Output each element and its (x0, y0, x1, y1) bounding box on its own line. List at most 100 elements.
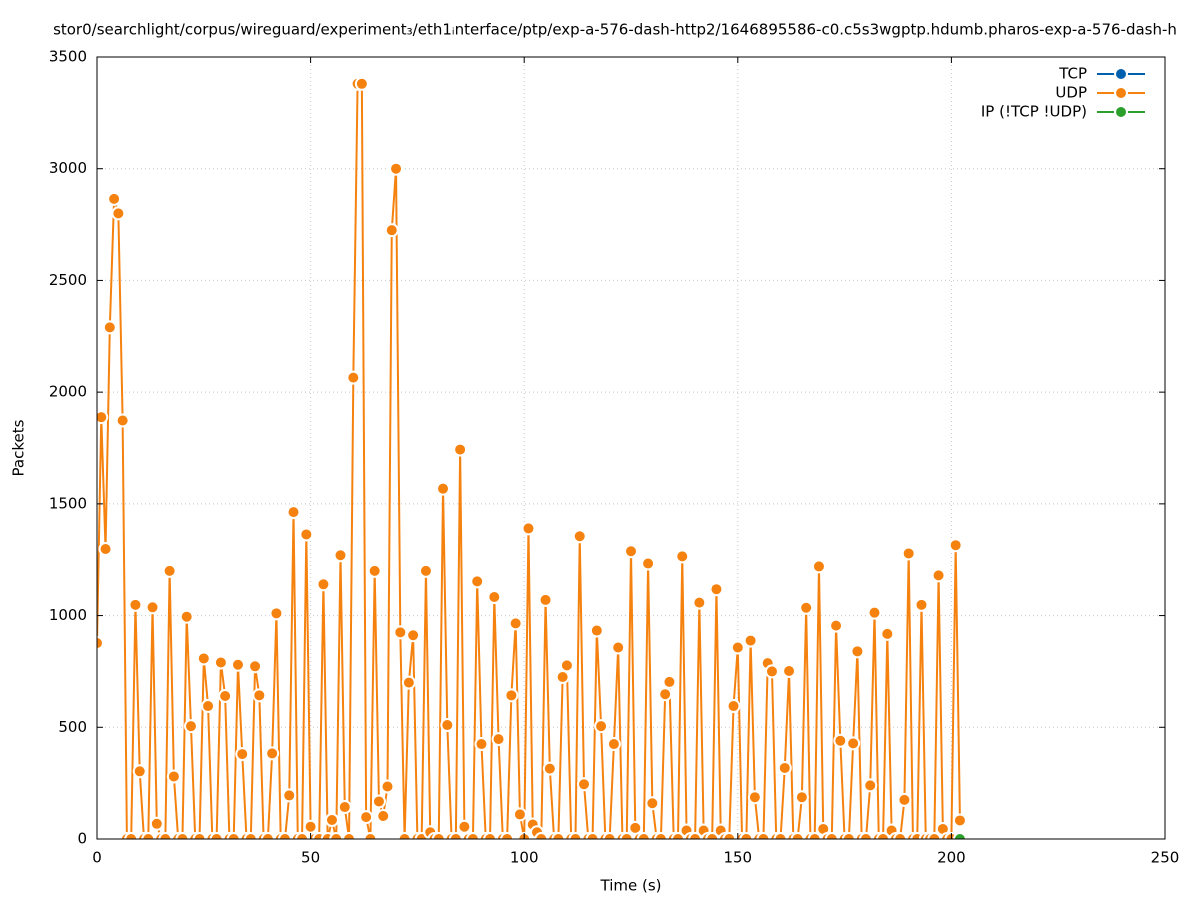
data-point (867, 605, 882, 620)
data-point (829, 618, 844, 633)
data-point (465, 832, 480, 839)
data-point (149, 816, 164, 831)
data-point (333, 548, 348, 563)
data-point (542, 761, 557, 776)
data-point (841, 832, 856, 839)
data-point (183, 719, 198, 734)
x-tick-label: 100 (510, 849, 539, 867)
legend-label: UDP (1055, 84, 1087, 102)
data-point (209, 832, 224, 839)
data-point (282, 788, 297, 803)
data-point (880, 626, 895, 641)
data-point (782, 663, 797, 678)
data-point (299, 527, 314, 542)
data-point (504, 688, 519, 703)
data-point (166, 769, 181, 784)
data-point (611, 640, 626, 655)
data-point (739, 832, 754, 839)
x-tick-label: 250 (1151, 849, 1180, 867)
data-point (226, 832, 241, 839)
y-tick-label: 3000 (49, 159, 87, 177)
data-point (406, 628, 421, 643)
data-point (269, 606, 284, 621)
axes: 0 50 100 150 200 2500500100015002000250030003… (49, 48, 1180, 867)
data-point (230, 657, 245, 672)
data-point (179, 609, 194, 624)
data-point (453, 442, 468, 457)
data-point (158, 832, 173, 839)
legend-label: IP (!TCP !UDP) (981, 103, 1087, 121)
data-point (675, 549, 690, 564)
data-point (747, 790, 762, 805)
data-point (213, 655, 228, 670)
data-point (602, 832, 617, 839)
y-axis-label: Packets (10, 419, 28, 476)
data-point (538, 592, 553, 607)
legend-marker (1114, 86, 1128, 100)
data-point (329, 832, 344, 839)
data-point (376, 808, 391, 823)
data-point (393, 625, 408, 640)
data-point (658, 687, 673, 702)
data-point (521, 521, 536, 536)
data-point (756, 832, 771, 839)
y-tick-label: 3500 (49, 48, 87, 66)
x-tick-label: 200 (937, 849, 966, 867)
data-point (850, 644, 865, 659)
data-point (397, 832, 412, 839)
series-line (97, 82, 961, 839)
data-point (948, 538, 963, 553)
data-point (111, 206, 126, 221)
data-point (606, 737, 621, 752)
data-point (107, 191, 122, 206)
data-point (551, 832, 566, 839)
y-tick-label: 1000 (49, 606, 87, 624)
data-point (418, 563, 433, 578)
data-point (730, 640, 745, 655)
data-point (568, 832, 583, 839)
data-point (115, 413, 130, 428)
data-point (457, 819, 472, 834)
data-point (653, 832, 668, 839)
data-point (500, 832, 515, 839)
data-point (790, 832, 805, 839)
data-point (692, 595, 707, 610)
y-tick-label: 500 (58, 718, 87, 736)
data-point (97, 410, 109, 425)
data-point (897, 792, 912, 807)
data-point (162, 563, 177, 578)
data-point (363, 832, 378, 839)
data-point (380, 779, 395, 794)
data-point (295, 832, 310, 839)
y-tick-label: 1500 (49, 494, 87, 512)
data-point (124, 832, 139, 839)
x-tick-label: 0 (92, 849, 102, 867)
data-point (303, 819, 318, 834)
grid (96, 56, 1166, 840)
data-point (534, 832, 549, 839)
data-point (594, 719, 609, 734)
x-tick-label: 150 (723, 849, 752, 867)
data-point (641, 556, 656, 571)
x-axis-label: Time (s) (600, 877, 662, 895)
data-point (102, 320, 117, 335)
data-point (235, 747, 250, 762)
data-point (846, 736, 861, 751)
data-point (286, 505, 301, 520)
data-point (807, 832, 822, 839)
data-point (470, 574, 485, 589)
data-point (192, 832, 207, 839)
data-point (474, 737, 489, 752)
data-point (389, 161, 404, 176)
data-point (773, 832, 788, 839)
data-point (589, 623, 604, 638)
data-point (97, 636, 104, 651)
data-point (316, 577, 331, 592)
data-point (342, 832, 357, 839)
data-point (175, 832, 190, 839)
data-point (384, 223, 399, 238)
data-point (252, 688, 267, 703)
data-point (555, 670, 570, 685)
data-point (777, 760, 792, 775)
data-point (487, 590, 502, 605)
